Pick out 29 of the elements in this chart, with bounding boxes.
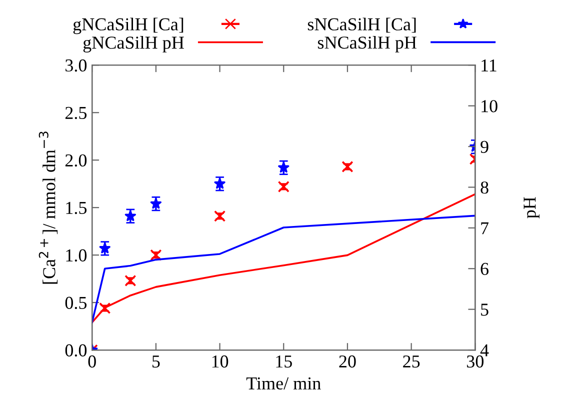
x-tick-label: 10 bbox=[212, 355, 228, 368]
legend-label: gNCaSilH [Ca] bbox=[73, 18, 184, 34]
y-tick-label: 2.0 bbox=[65, 154, 87, 167]
y2-tick-label: 5 bbox=[481, 304, 488, 316]
y-tick-label: 1.0 bbox=[66, 249, 87, 262]
y2-tick-label: 11 bbox=[482, 59, 496, 72]
x-tick-label: 30 bbox=[467, 355, 484, 368]
x-tick-label: 5 bbox=[152, 356, 160, 368]
y-tick-label: 1.5 bbox=[66, 202, 87, 214]
y-axis-title: [Ca$^{2+}$]/ mmol dm$^{−3}$ bbox=[38, 132, 58, 284]
y2-axis-title: pH bbox=[524, 197, 540, 218]
y-tick-label: 0.0 bbox=[65, 344, 87, 357]
y2-tick-label: 6 bbox=[480, 262, 489, 276]
legend-label: gNCaSilH pH bbox=[83, 36, 184, 52]
x-tick-label: 25 bbox=[403, 355, 420, 368]
y2-tick-label: 10 bbox=[482, 100, 498, 112]
x-tick-label: 15 bbox=[276, 355, 292, 368]
y-tick-label: 3.0 bbox=[66, 59, 87, 72]
y2-tick-label: 7 bbox=[481, 222, 489, 234]
y2-tick-label: 8 bbox=[480, 181, 488, 194]
y-tick-label: 0.5 bbox=[65, 296, 87, 310]
x-tick-label: 20 bbox=[339, 355, 356, 368]
y-tick-label: 2.5 bbox=[65, 106, 87, 120]
x-tick-label: 0 bbox=[88, 355, 96, 368]
y2-tick-label: 9 bbox=[480, 140, 488, 153]
x-axis-title: Time/ min bbox=[246, 377, 321, 390]
y2-tick-label: 4 bbox=[480, 344, 489, 356]
legend-label: sNCaSilH pH bbox=[318, 36, 416, 52]
legend-label: sNCaSilH [Ca] bbox=[308, 18, 416, 33]
